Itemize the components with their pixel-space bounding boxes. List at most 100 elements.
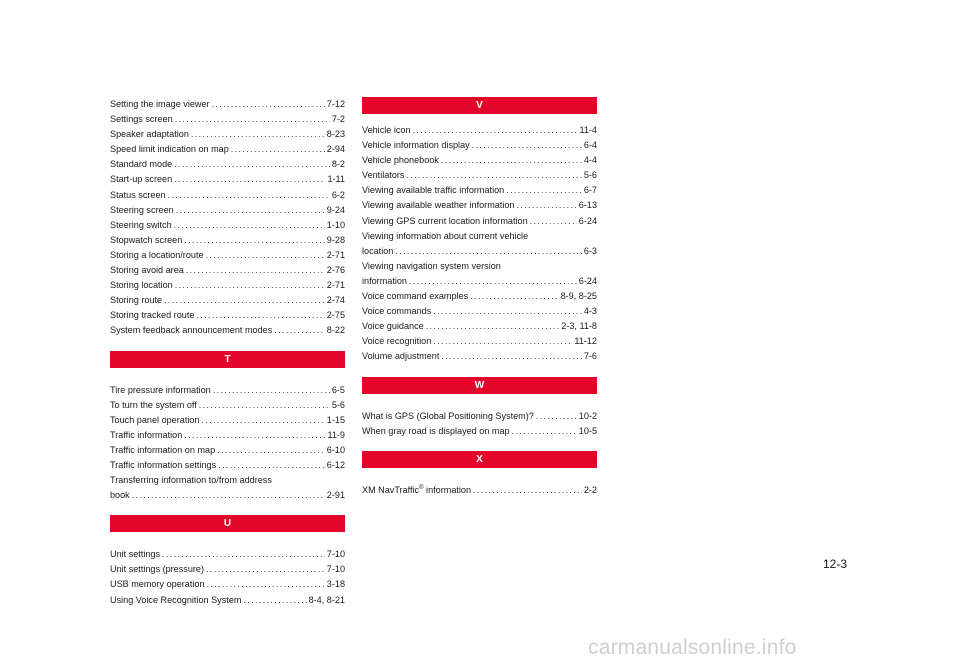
index-term: Unit settings (pressure) (110, 564, 205, 575)
index-term: Ventilators (362, 170, 405, 181)
dot-leader (470, 289, 558, 304)
index-page-ref: 7-2 (331, 114, 345, 125)
dot-leader (132, 488, 325, 503)
index-column-left: Setting the image viewer 7-12 Settings scr… (110, 97, 345, 608)
dot-leader (175, 278, 325, 293)
section-heading-x: X (362, 450, 597, 468)
index-page-ref: 3-18 (326, 579, 345, 590)
index-entry: Viewing available traffic information 6-7 (362, 183, 597, 198)
dot-leader (536, 409, 577, 424)
index-entry: Settings screen 7-2 (110, 112, 345, 127)
section-heading-w: W (362, 376, 597, 394)
index-page-ref: 11-4 (579, 125, 597, 135)
index-entry: XM NavTraffic® information 2-2 (362, 483, 597, 498)
index-page-ref: 6-24 (578, 275, 597, 286)
index-page-ref: 6-12 (326, 459, 345, 470)
index-page-ref: 6-3 (583, 245, 597, 256)
index-page-ref: 1-11 (327, 174, 345, 185)
dot-leader (207, 577, 325, 592)
index-term: What is GPS (Global Positioning System)? (362, 410, 534, 421)
index-column-right: V Vehicle icon 11-4 Vehicle information di… (362, 97, 597, 498)
dot-leader (530, 214, 577, 229)
index-page-ref: 10-2 (578, 410, 597, 421)
dot-leader (433, 304, 582, 319)
index-entry: Viewing navigation system version inform… (362, 259, 597, 289)
dot-leader (202, 413, 325, 428)
dot-leader (176, 203, 325, 218)
page-number: 12-3 (822, 557, 847, 571)
index-term: Steering screen (110, 204, 174, 215)
index-page-ref: 6-4 (583, 140, 597, 151)
index-term: location (362, 245, 394, 256)
index-entry: Vehicle icon 11-4 (362, 123, 597, 138)
dot-leader (218, 458, 325, 473)
index-page-ref: 11-9 (327, 429, 345, 440)
index-term: Start-up screen (110, 174, 173, 185)
index-page-ref: 2-76 (326, 265, 345, 276)
index-entry: Setting the image viewer 7-12 (110, 97, 345, 112)
index-page-ref: 6-2 (331, 189, 345, 200)
index-term: information (362, 275, 407, 286)
index-term: Speaker adaptation (110, 129, 189, 140)
index-page-ref: 2-2 (583, 484, 597, 495)
index-page-ref: 6-13 (578, 200, 597, 211)
index-entry: Viewing information about current vehicl… (362, 229, 597, 259)
index-entry: Vehicle information display 6-4 (362, 138, 597, 153)
index-entry: Storing route 2-74 (110, 293, 345, 308)
index-term: Speed limit indication on map (110, 144, 229, 155)
index-page-ref: 2-71 (326, 280, 345, 291)
index-entry: Voice command examples 8-9, 8-25 (362, 289, 597, 304)
index-page-ref: 1-15 (326, 414, 345, 425)
index-page-ref: 11-12 (574, 336, 597, 347)
dot-leader (473, 483, 582, 498)
dot-leader (162, 547, 325, 562)
index-entry: Steering screen 9-24 (110, 203, 345, 218)
dot-leader (472, 138, 582, 153)
index-term: Voice guidance (362, 321, 424, 332)
dot-leader (174, 218, 325, 233)
index-term: book (110, 490, 130, 501)
dot-leader (174, 157, 330, 172)
index-page-ref: 2-94 (326, 144, 345, 155)
watermark: carmanualsonline.info (588, 636, 797, 659)
dot-leader (184, 428, 325, 443)
dot-leader (274, 323, 325, 338)
index-entry: Traffic information on map 6-10 (110, 443, 345, 458)
dot-leader (206, 562, 325, 577)
index-term-line: Viewing navigation system version (362, 260, 501, 271)
index-page-ref: 4-3 (583, 306, 597, 317)
index-page-ref: 8-22 (326, 325, 345, 336)
dot-leader (406, 168, 581, 183)
index-page-ref: 7-10 (326, 549, 345, 560)
index-entry: Volume adjustment 7-6 (362, 349, 597, 364)
index-term: Vehicle information display (362, 140, 470, 151)
dot-leader (409, 274, 577, 289)
index-page-ref: 7-12 (326, 99, 345, 109)
index-term: Touch panel operation (110, 414, 200, 425)
index-entry: Voice commands 4-3 (362, 304, 597, 319)
index-page-ref: 6-24 (578, 215, 597, 226)
index-page-ref: 8-4, 8-21 (308, 594, 345, 605)
index-entry: Traffic information 11-9 (110, 428, 345, 443)
index-entry: Status screen 6-2 (110, 188, 345, 203)
index-term: Traffic information settings (110, 459, 217, 470)
index-term: To turn the system off (110, 399, 197, 410)
index-entry: Viewing GPS current location information… (362, 214, 597, 229)
index-term: Storing avoid area (110, 265, 184, 276)
index-entry: When gray road is displayed on map 10-5 (362, 424, 597, 439)
index-term: Using Voice Recognition System (110, 594, 242, 605)
index-term: Traffic information (110, 429, 183, 440)
index-term-line: Viewing information about current vehicl… (362, 230, 529, 241)
index-term: When gray road is displayed on map (362, 425, 510, 436)
index-entry: To turn the system off 5-6 (110, 398, 345, 413)
index-term: Setting the image viewer (110, 99, 210, 109)
index-entry: Traffic information settings 6-12 (110, 458, 345, 473)
index-entry: Touch panel operation 1-15 (110, 413, 345, 428)
dot-leader (212, 97, 325, 112)
registered-mark: ® (419, 484, 424, 491)
index-page-ref: 2-75 (326, 310, 345, 321)
index-entry: Tire pressure information 6-5 (110, 383, 345, 398)
index-term: Steering switch (110, 219, 172, 230)
index-entry: Stopwatch screen 9-28 (110, 233, 345, 248)
